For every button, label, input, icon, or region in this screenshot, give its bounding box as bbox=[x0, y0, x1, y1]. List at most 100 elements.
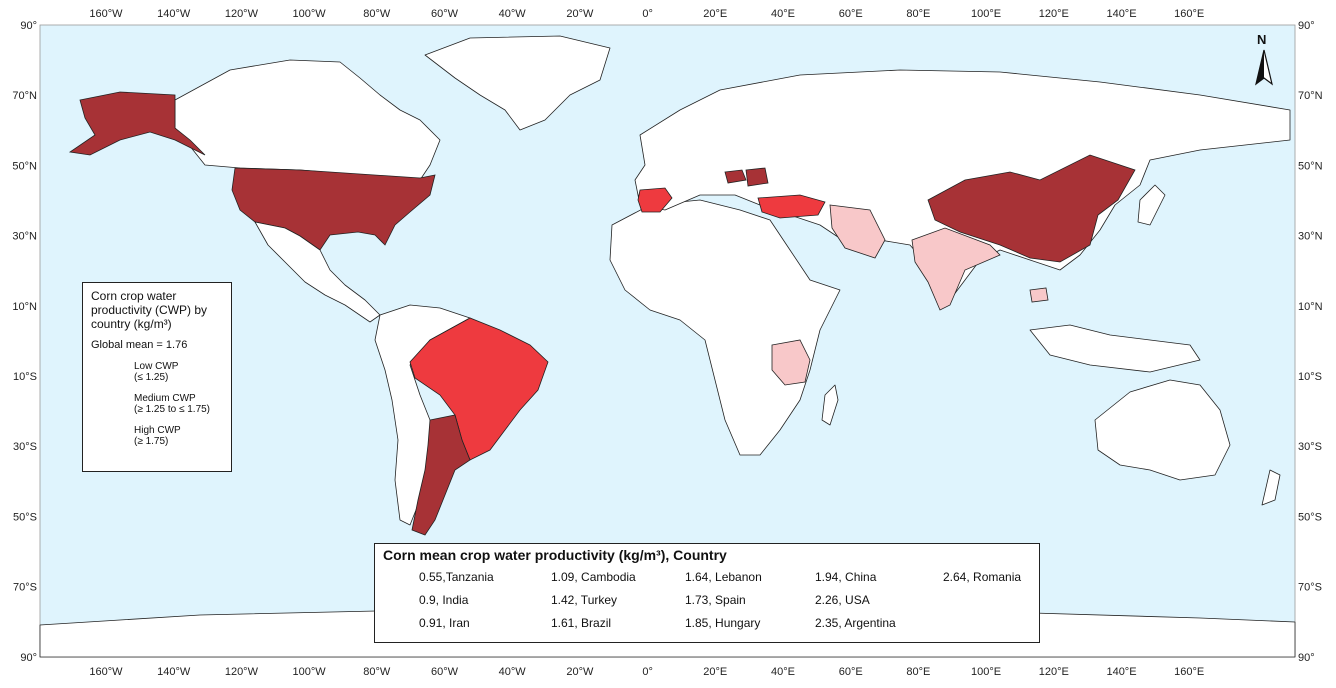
table-entry: 1.61, Brazil bbox=[513, 613, 611, 633]
table-entry-swatch bbox=[513, 592, 547, 608]
longitude-label-top: 160°E bbox=[1174, 8, 1204, 20]
legend-item-medium: Medium CWP (≥ 1.25 to ≤ 1.75) bbox=[91, 389, 223, 419]
usa-contiguous bbox=[231, 167, 436, 251]
longitude-label-bottom: 0° bbox=[642, 666, 653, 678]
longitude-label-top: 140°E bbox=[1106, 8, 1136, 20]
table-grid: 0.55,Tanzania 0.9, India 0.91, Iran 1.09, C… bbox=[381, 567, 1033, 637]
latitude-label-left: 30°N bbox=[12, 231, 37, 243]
country-values-table: Corn mean crop water productivity (kg/m³… bbox=[374, 543, 1040, 643]
latitude-label-left: 30°S bbox=[13, 441, 37, 453]
latitude-label-right: 70°S bbox=[1298, 582, 1322, 594]
table-entry-label: 0.55,Tanzania bbox=[419, 570, 494, 584]
greenland bbox=[424, 35, 611, 131]
longitude-label-top: 20°E bbox=[703, 8, 727, 20]
table-entry-swatch bbox=[381, 569, 415, 585]
legend-label-medium: Medium CWP (≥ 1.25 to ≤ 1.75) bbox=[134, 393, 211, 415]
longitude-label-top: 140°W bbox=[157, 8, 191, 20]
latitude-label-right: 10°N bbox=[1298, 301, 1323, 313]
longitude-label-top: 60°W bbox=[431, 8, 459, 20]
legend-item-high: High CWP (≥ 1.75) bbox=[91, 421, 223, 451]
table-entry-label: 1.42, Turkey bbox=[551, 593, 618, 607]
table-entry-swatch bbox=[513, 615, 547, 631]
table-entry-swatch bbox=[647, 569, 681, 585]
north-arrow: N bbox=[1252, 32, 1276, 88]
cambodia bbox=[1029, 287, 1049, 303]
longitude-label-bottom: 160°W bbox=[89, 666, 123, 678]
latitude-label-right: 90° bbox=[1298, 20, 1315, 32]
latitude-label-right: 50°S bbox=[1298, 511, 1322, 523]
longitude-label-top: 80°W bbox=[363, 8, 391, 20]
table-entry-swatch bbox=[905, 569, 939, 585]
table-entry: 1.09, Cambodia bbox=[513, 567, 636, 587]
japan bbox=[1137, 184, 1166, 226]
table-entry: 0.55,Tanzania bbox=[381, 567, 494, 587]
longitude-label-top: 160°W bbox=[89, 8, 123, 20]
table-entry: 1.94, China bbox=[777, 567, 876, 587]
latitude-label-right: 30°N bbox=[1298, 231, 1323, 243]
longitude-label-top: 120°E bbox=[1039, 8, 1069, 20]
table-title: Corn mean crop water productivity (kg/m³… bbox=[383, 547, 727, 563]
graticule-labels: 160°W 160°W 140°W 140°W 120°W 120°W 100°W 100°W… bbox=[12, 8, 1322, 678]
longitude-label-top: 80°E bbox=[906, 8, 930, 20]
legend-title: Corn crop water productivity (CWP) by co… bbox=[91, 289, 208, 331]
table-entry: 2.64, Romania bbox=[905, 567, 1021, 587]
legend-label-low: Low CWP (≤ 1.25) bbox=[134, 361, 179, 383]
table-entry-swatch bbox=[777, 592, 811, 608]
legend-global-mean: Global mean = 1.76 bbox=[91, 339, 188, 351]
longitude-label-top: 40°E bbox=[771, 8, 795, 20]
latitude-label-right: 90° bbox=[1298, 652, 1315, 664]
latitude-label-left: 10°N bbox=[12, 301, 37, 313]
table-entry-swatch bbox=[647, 615, 681, 631]
longitude-label-bottom: 80°W bbox=[363, 666, 391, 678]
longitude-label-top: 60°E bbox=[839, 8, 863, 20]
iran bbox=[829, 204, 886, 259]
table-entry-label: 1.61, Brazil bbox=[551, 616, 612, 630]
table-entry: 1.64, Lebanon bbox=[647, 567, 762, 587]
table-entry-label: 2.26, USA bbox=[815, 593, 870, 607]
longitude-label-top: 100°E bbox=[971, 8, 1001, 20]
north-arrow-label: N bbox=[1257, 32, 1267, 47]
spain bbox=[637, 187, 673, 213]
north-arrow-icon bbox=[1255, 49, 1273, 86]
longitude-label-bottom: 40°W bbox=[499, 666, 527, 678]
hungary bbox=[724, 169, 747, 184]
latitude-label-right: 10°S bbox=[1298, 371, 1322, 383]
table-entry-label: 1.85, Hungary bbox=[685, 616, 761, 630]
latitude-label-left: 70°N bbox=[12, 90, 37, 102]
legend-swatch-medium bbox=[91, 391, 129, 417]
latitude-label-left: 10°S bbox=[13, 371, 37, 383]
longitude-label-top: 20°W bbox=[566, 8, 594, 20]
table-entry-label: 2.64, Romania bbox=[943, 570, 1022, 584]
africa bbox=[609, 199, 841, 456]
legend-swatch-low bbox=[91, 359, 129, 385]
longitude-label-bottom: 20°W bbox=[566, 666, 594, 678]
table-entry: 1.85, Hungary bbox=[647, 613, 760, 633]
table-entry-label: 2.35, Argentina bbox=[815, 616, 896, 630]
table-entry: 2.35, Argentina bbox=[777, 613, 896, 633]
table-entry: 1.42, Turkey bbox=[513, 590, 617, 610]
longitude-label-bottom: 20°E bbox=[703, 666, 727, 678]
map-legend: Corn crop water productivity (CWP) by co… bbox=[82, 282, 232, 472]
argentina bbox=[411, 414, 471, 536]
table-entry-swatch bbox=[647, 592, 681, 608]
longitude-label-top: 120°W bbox=[225, 8, 259, 20]
longitude-label-bottom: 140°E bbox=[1106, 666, 1136, 678]
table-entry-label: 1.73, Spain bbox=[685, 593, 746, 607]
madagascar bbox=[821, 384, 839, 426]
latitude-label-right: 30°S bbox=[1298, 441, 1322, 453]
latitude-label-left: 90° bbox=[20, 652, 37, 664]
longitude-label-bottom: 60°E bbox=[839, 666, 863, 678]
latitude-label-left: 90° bbox=[20, 20, 37, 32]
table-entry: 0.9, India bbox=[381, 590, 468, 610]
table-entry-label: 1.09, Cambodia bbox=[551, 570, 636, 584]
table-entry-label: 0.9, India bbox=[419, 593, 469, 607]
latitude-label-right: 70°N bbox=[1298, 90, 1323, 102]
legend-swatch-high bbox=[91, 423, 129, 449]
longitude-label-bottom: 100°E bbox=[971, 666, 1001, 678]
table-entry-swatch bbox=[513, 569, 547, 585]
legend-item-low: Low CWP (≤ 1.25) bbox=[91, 357, 223, 387]
tanzania bbox=[771, 339, 811, 386]
table-entry: 2.26, USA bbox=[777, 590, 870, 610]
longitude-label-bottom: 140°W bbox=[157, 666, 191, 678]
